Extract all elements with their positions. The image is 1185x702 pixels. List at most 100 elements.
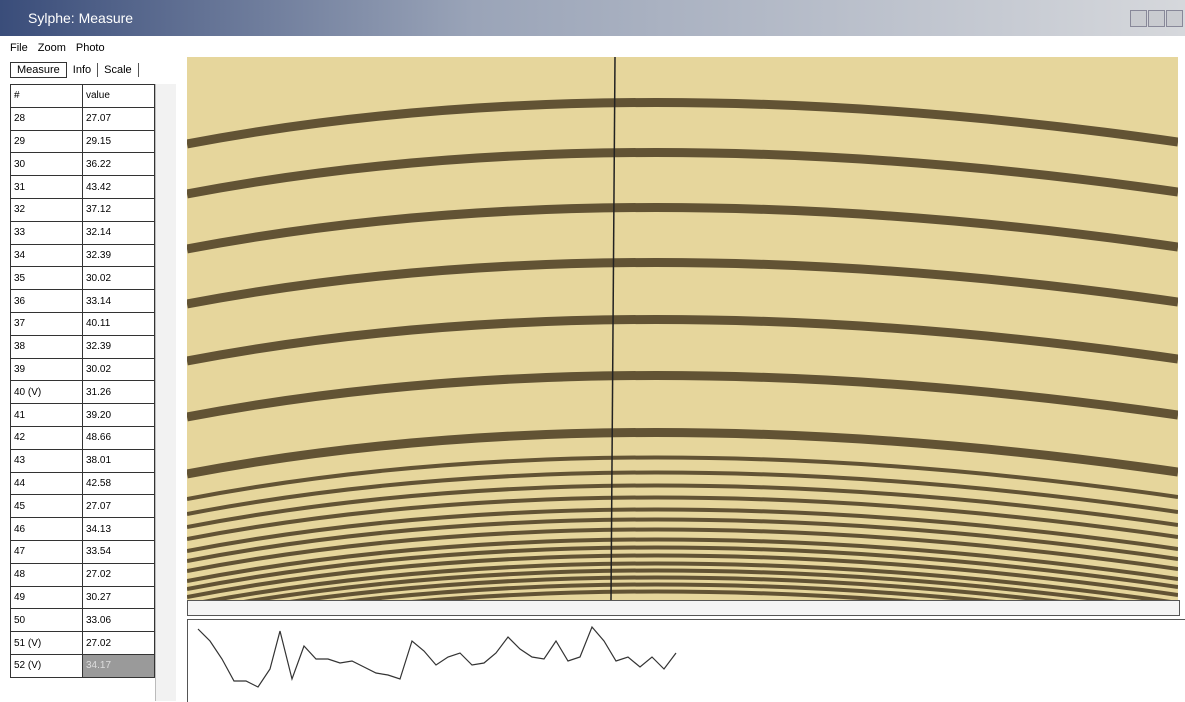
row[interactable]: 51 (V) 27.02 [10,631,155,655]
row[interactable]: 48 27.02 [10,562,155,587]
row[interactable]: 32 37.12 [10,197,155,222]
menu-item[interactable]: File [10,42,28,54]
cell: 38.01 [82,448,155,473]
ring [187,517,1178,563]
ring [187,553,1178,599]
row[interactable]: 45 27.07 [10,494,155,519]
row[interactable]: 50 33.06 [10,608,155,633]
cell: 51 (V) [10,631,83,655]
window-title: Sylphe: Measure [28,10,134,26]
menu-item[interactable]: Photo [75,42,105,54]
cell: 29.15 [82,129,155,154]
tab[interactable]: Measure [10,62,67,78]
cell: 33.14 [82,289,155,313]
cell: 39 [10,357,83,382]
cell: 27.02 [82,562,155,587]
row[interactable]: 52 (V) 34.17 [10,653,155,678]
cell: 32.39 [82,334,155,359]
ring [187,470,1178,516]
row[interactable]: 29 29.15 [10,129,155,154]
ring [289,575,1062,600]
cell: 27.07 [82,494,155,519]
ring [187,315,1178,366]
row[interactable]: 30 36.22 [10,152,155,177]
cell: 40.11 [82,311,155,336]
ring [187,148,1178,199]
ring [343,582,997,600]
ring [187,203,1178,254]
row[interactable]: 46 34.13 [10,517,155,541]
scrollbar[interactable] [155,84,176,701]
ring [243,568,1119,600]
row[interactable]: 33 32.14 [10,220,155,245]
cell: 36.22 [82,152,155,177]
cell: 48 [10,562,83,587]
ring [187,507,1178,553]
cell: 38 [10,334,83,359]
cell: 50 [10,608,83,633]
row[interactable]: 28 27.07 [10,106,155,131]
row[interactable]: 38 32.39 [10,334,155,359]
cell: 30.27 [82,585,155,610]
cell: 46 [10,517,83,541]
row[interactable]: 36 33.14 [10,289,155,313]
close[interactable] [1166,10,1183,27]
ring [411,589,917,600]
minimize[interactable] [1130,10,1147,27]
row[interactable]: 49 30.27 [10,585,155,610]
cell: 35 [10,266,83,291]
cell: 43 [10,448,83,473]
header-row: # value [10,84,155,108]
cell: 42.58 [82,471,155,496]
ring [187,371,1178,422]
cell: 36 [10,289,83,313]
ring [187,527,1178,573]
row[interactable]: 40 (V) 31.26 [10,380,155,405]
header-cell: value [82,84,155,108]
cell: 47 [10,539,83,564]
row[interactable]: 31 43.42 [10,175,155,199]
row[interactable]: 34 32.39 [10,243,155,268]
cell: 44 [10,471,83,496]
ring [187,537,1178,583]
ring [187,455,1178,501]
tab[interactable]: Scale [98,63,139,77]
cell: 37.12 [82,197,155,222]
cell: 32.14 [82,220,155,245]
row[interactable]: 41 39.20 [10,403,155,427]
cell: 34.17 [82,653,155,678]
row[interactable]: 39 30.02 [10,357,155,382]
measure-table: # value 28 27.07 29 29.15 30 36.22 31 43.42 32 37.1… [10,84,155,678]
cell: 28 [10,106,83,131]
cell: 43.42 [82,175,155,199]
cell: 32.39 [82,243,155,268]
menu-bar: File Zoom Photo [10,42,115,54]
ring [187,495,1178,541]
tab[interactable]: Info [67,63,99,77]
ring [187,428,1178,479]
ring [203,561,1171,600]
row[interactable]: 42 48.66 [10,425,155,450]
row[interactable]: 43 38.01 [10,448,155,473]
ring [187,483,1178,529]
cell: 49 [10,585,83,610]
row[interactable]: 37 40.11 [10,311,155,336]
menu-item[interactable]: Zoom [37,42,66,54]
ring [187,98,1178,149]
cell: 34.13 [82,517,155,541]
cell: 41 [10,403,83,427]
row[interactable]: 44 42.58 [10,471,155,496]
cell: 34 [10,243,83,268]
cell: 30.02 [82,357,155,382]
maximize[interactable] [1148,10,1165,27]
cell: 33.06 [82,608,155,633]
horizontal-scrollbar[interactable] [187,600,1180,616]
row[interactable]: 35 30.02 [10,266,155,291]
cell: 39.20 [82,403,155,427]
cell: 33.54 [82,539,155,564]
row[interactable]: 47 33.54 [10,539,155,564]
ring [187,258,1178,309]
cell: 37 [10,311,83,336]
wood-image [187,57,1178,600]
